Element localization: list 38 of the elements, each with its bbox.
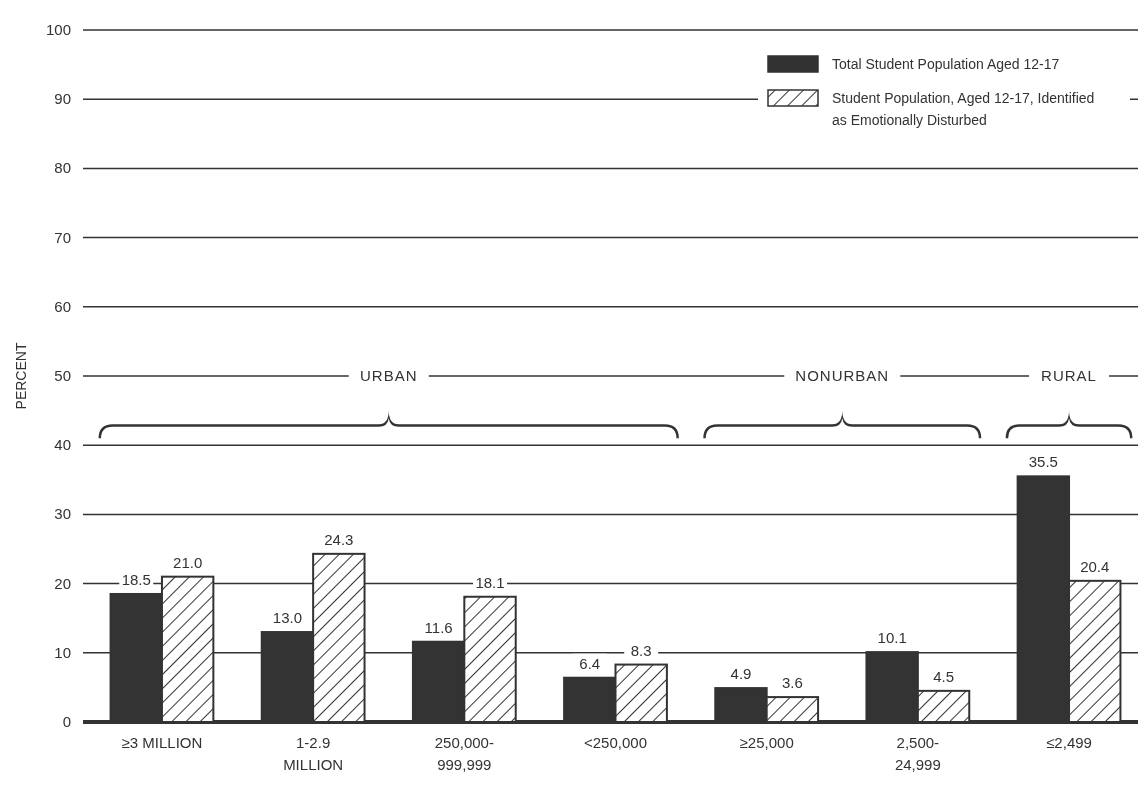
y-tick-label: 80 (54, 159, 71, 177)
data-label: 18.1 (475, 573, 505, 591)
annotation: URBAN (359, 367, 418, 384)
y-tick-label: 40 (54, 436, 71, 454)
data-label: 4.9 (730, 665, 752, 683)
x-tick-label: 250,000- 999,999 (434, 734, 494, 773)
x-tick-label: ≥25,000 (739, 734, 794, 751)
data-label: 10.1 (877, 629, 907, 647)
data-label: 20.4 (1080, 557, 1110, 575)
legend-label: Total Student Population Aged 12-17 (832, 56, 1060, 72)
annotation: NONURBAN (795, 367, 890, 384)
data-label: 6.4 (579, 654, 601, 672)
y-axis-title: PERCENT (13, 342, 29, 410)
data-label: 4.5 (933, 667, 954, 685)
data-label: 35.5 (1028, 453, 1058, 471)
data-label: 13.0 (272, 609, 303, 627)
x-tick-label: ≤2,499 (1046, 734, 1092, 751)
x-tick-label: ≥3 MILLION (121, 734, 203, 751)
data-label: 18.5 (121, 570, 151, 588)
x-tick-label: <250,000 (584, 734, 647, 751)
y-tick-label: 50 (54, 367, 71, 384)
legend-label: Student Population, Aged 12-17, Identified as Emotionally Disturbed (832, 90, 1095, 128)
x-tick-label: 1-2.9 MILLION (283, 734, 344, 773)
data-label: 8.3 (630, 641, 652, 659)
y-tick-label: 70 (54, 228, 71, 246)
annotation: RURAL (1041, 367, 1097, 384)
data-label: 3.6 (781, 674, 803, 692)
y-tick-label: 20 (54, 574, 71, 592)
y-tick-label: 0 (62, 713, 71, 730)
data-label: 24.3 (324, 530, 354, 548)
data-label: 21.0 (173, 553, 203, 571)
y-tick-label: 10 (54, 643, 71, 661)
data-label: 11.6 (424, 618, 453, 636)
y-tick-label: 90 (54, 90, 71, 108)
y-tick-label: 100 (45, 21, 71, 38)
x-tick-label: 2,500- 24,999 (894, 734, 941, 773)
y-tick-label: 30 (54, 505, 71, 523)
y-tick-label: 60 (54, 297, 71, 315)
